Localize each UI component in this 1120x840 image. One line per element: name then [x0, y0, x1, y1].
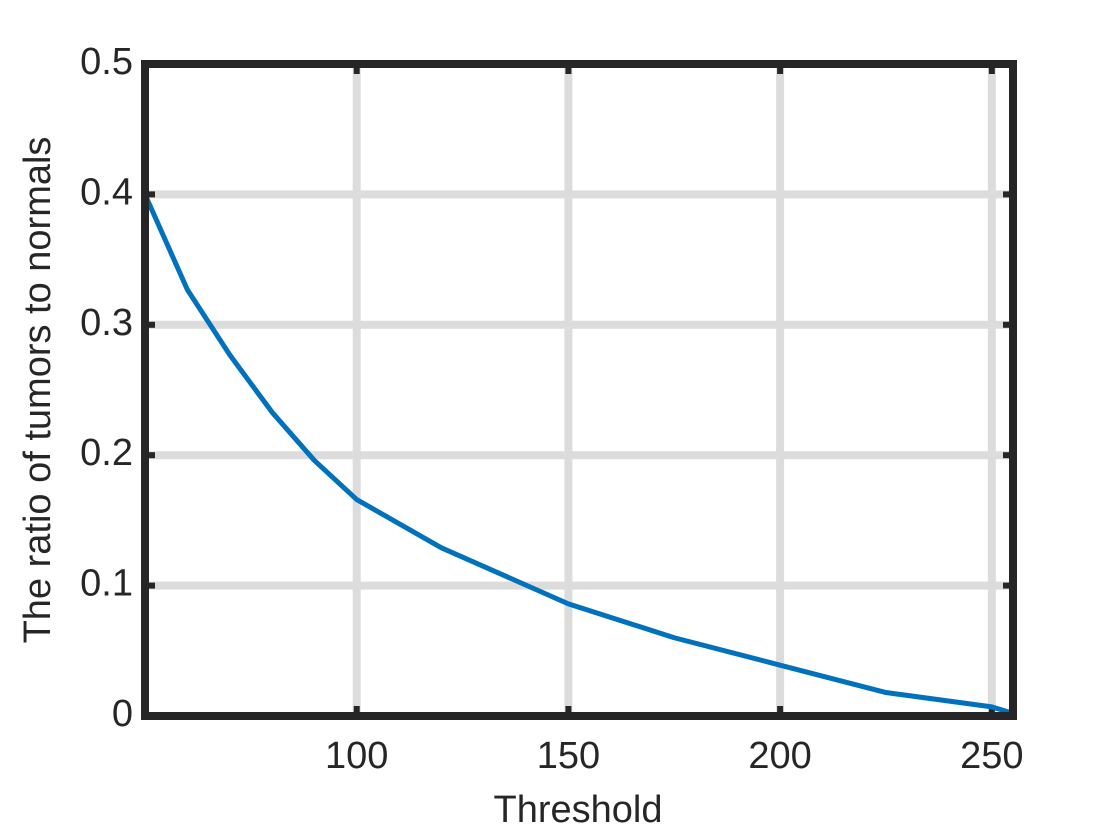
- x-axis-label: Threshold: [494, 789, 663, 831]
- x-tick-label: 100: [325, 735, 388, 777]
- y-axis-label: The ratio of tumors to normals: [17, 137, 59, 644]
- axes-box: [141, 60, 1017, 720]
- y-tick-label: 0.5: [80, 41, 133, 83]
- y-tick-label: 0.1: [80, 563, 133, 605]
- y-tick-label: 0.3: [80, 302, 133, 344]
- y-tick-label: 0.4: [80, 171, 133, 213]
- y-tick-label: 0: [112, 693, 133, 735]
- y-tick-label: 0.2: [80, 432, 133, 474]
- x-tick-label: 200: [748, 735, 811, 777]
- x-tick-label: 150: [537, 735, 600, 777]
- data-line: [142, 193, 1014, 716]
- x-tick-label: 250: [960, 735, 1023, 777]
